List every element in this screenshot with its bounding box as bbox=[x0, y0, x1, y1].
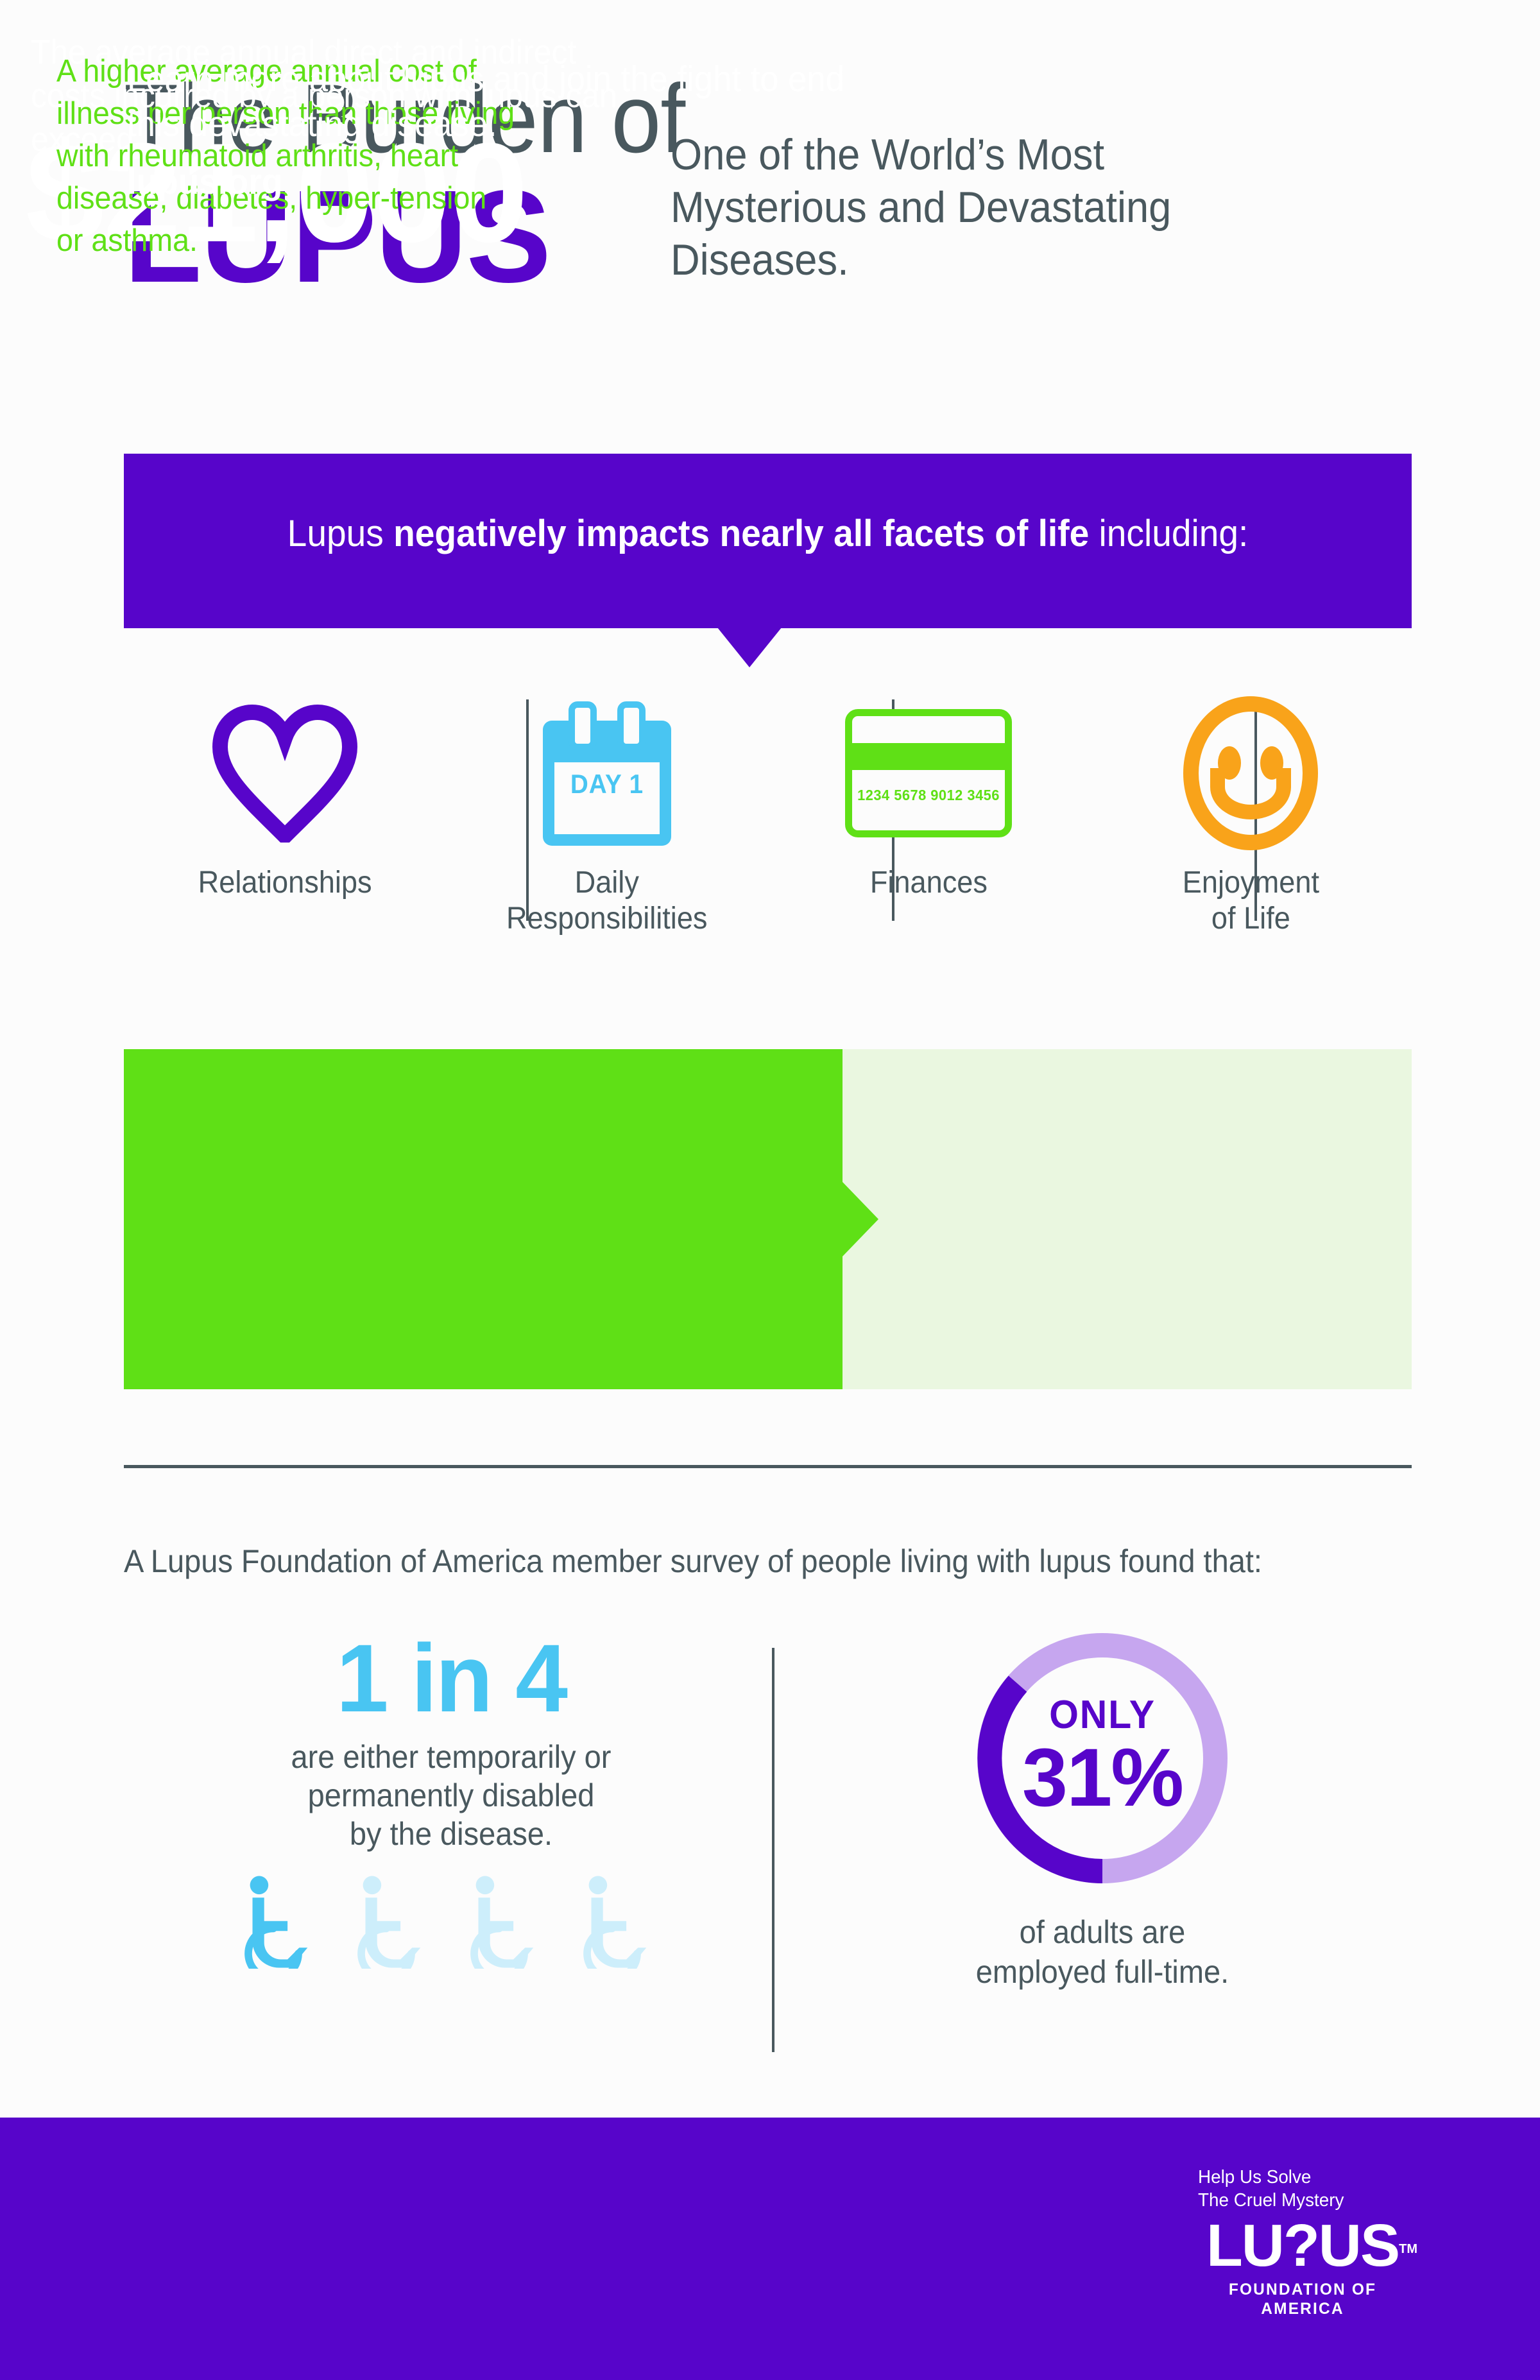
calendar-icon: DAY 1 bbox=[542, 693, 671, 853]
credit-card-icon: 1234 5678 9012 3456 bbox=[845, 693, 1013, 853]
impact-banner-text: Lupus negatively impacts nearly all face… bbox=[156, 515, 1380, 552]
donut-center-label: ONLY 31% bbox=[968, 1695, 1237, 1819]
cost-lead-text: The average annual direct and indirect c… bbox=[31, 33, 617, 158]
stat-disabled-headline: 1 in 4 bbox=[336, 1624, 568, 1732]
employment-donut-chart: ONLY 31% bbox=[968, 1623, 1237, 1893]
donut-only-label: ONLY bbox=[1049, 1693, 1156, 1737]
logo-wordmark-text: LU?US bbox=[1206, 2212, 1400, 2279]
facet-label-relationships: Relationships bbox=[198, 866, 372, 900]
facet-label-daily-responsibilities: Daily Responsibilities bbox=[506, 866, 708, 936]
banner-tail: including: bbox=[1089, 513, 1249, 554]
page-footer bbox=[0, 2118, 1540, 2380]
lupus-foundation-logo: Help Us Solve The Cruel Mystery LU?US TM… bbox=[1190, 2166, 1417, 2318]
logo-tagline: Help Us Solve The Cruel Mystery bbox=[1198, 2166, 1406, 2212]
stat-disabled-caption: are either temporarily or permanently dis… bbox=[291, 1739, 612, 1852]
logo-subtitle: FOUNDATION OF AMERICA bbox=[1228, 2281, 1377, 2318]
cost-panel bbox=[124, 1049, 843, 1389]
logo-wordmark: LU?US TM bbox=[1190, 2212, 1417, 2279]
wheelchair-icon-empty bbox=[470, 1876, 534, 1969]
page-subtitle: One of the World’s Most Mysterious and D… bbox=[671, 130, 1172, 284]
wheelchair-icon-group bbox=[150, 1875, 753, 1969]
stat-disabled: 1 in 4 are either temporarily or permanen… bbox=[150, 1630, 753, 1969]
cost-arrow-pointer bbox=[843, 1182, 878, 1256]
footer-message: Learn more about lupus and join the figh… bbox=[127, 58, 844, 144]
facet-enjoyment-of-life: Enjoyment of Life bbox=[1090, 693, 1412, 937]
cost-compare-text: A higher average annual cost of illness … bbox=[56, 54, 515, 258]
logo-trademark: TM bbox=[1399, 2242, 1417, 2256]
wheelchair-icon-filled bbox=[244, 1876, 308, 1969]
banner-bold: negatively impacts nearly all facets of … bbox=[393, 513, 1090, 554]
heart-icon bbox=[211, 693, 359, 853]
impact-banner: Lupus negatively impacts nearly all face… bbox=[124, 454, 1412, 628]
calendar-day-label: DAY 1 bbox=[570, 768, 644, 799]
facets-row: Relationships DAY 1 Daily Responsibilitie… bbox=[124, 693, 1412, 988]
logo-tagline-line2: The Cruel Mystery bbox=[1198, 2190, 1344, 2211]
banner-lead: Lupus bbox=[287, 513, 394, 554]
facet-label-enjoyment-of-life: Enjoyment of Life bbox=[1182, 866, 1319, 936]
credit-card-number: 1234 5678 9012 3456 bbox=[857, 787, 1000, 803]
survey-divider bbox=[772, 1648, 774, 2052]
stat-employed-caption: of adults are employed full-time. bbox=[975, 1914, 1229, 1990]
wheelchair-icon-empty bbox=[357, 1876, 421, 1969]
cost-amount: $21,000 bbox=[26, 114, 528, 271]
stat-employed: ONLY 31% of adults are employed full-time… bbox=[801, 1623, 1404, 1992]
cost-compare-panel bbox=[843, 1049, 1412, 1389]
page-header: The Burden of LUPUS bbox=[124, 64, 1416, 379]
facet-label-finances: Finances bbox=[869, 866, 988, 900]
survey-section: 1 in 4 are either temporarily or permanen… bbox=[124, 1630, 1412, 2066]
banner-pointer bbox=[717, 628, 782, 667]
donut-percent-value: 31% bbox=[1022, 1732, 1184, 1824]
page-title-main: LUPUS bbox=[124, 163, 551, 310]
footer-url[interactable]: lupus.org bbox=[127, 161, 283, 201]
facet-relationships: Relationships bbox=[124, 693, 446, 901]
survey-intro: A Lupus Foundation of America member sur… bbox=[124, 1543, 1262, 1579]
page-title-top: The Burden of bbox=[124, 64, 685, 173]
facet-daily-responsibilities: DAY 1 Daily Responsibilities bbox=[446, 693, 768, 937]
facet-finances: 1234 5678 9012 3456 Finances bbox=[768, 693, 1090, 901]
logo-tagline-line1: Help Us Solve bbox=[1198, 2167, 1312, 2187]
wheelchair-icon-empty bbox=[583, 1876, 647, 1969]
section-divider bbox=[124, 1465, 1412, 1468]
smiley-face-icon bbox=[1183, 693, 1319, 853]
facet-divider-1 bbox=[526, 699, 529, 921]
